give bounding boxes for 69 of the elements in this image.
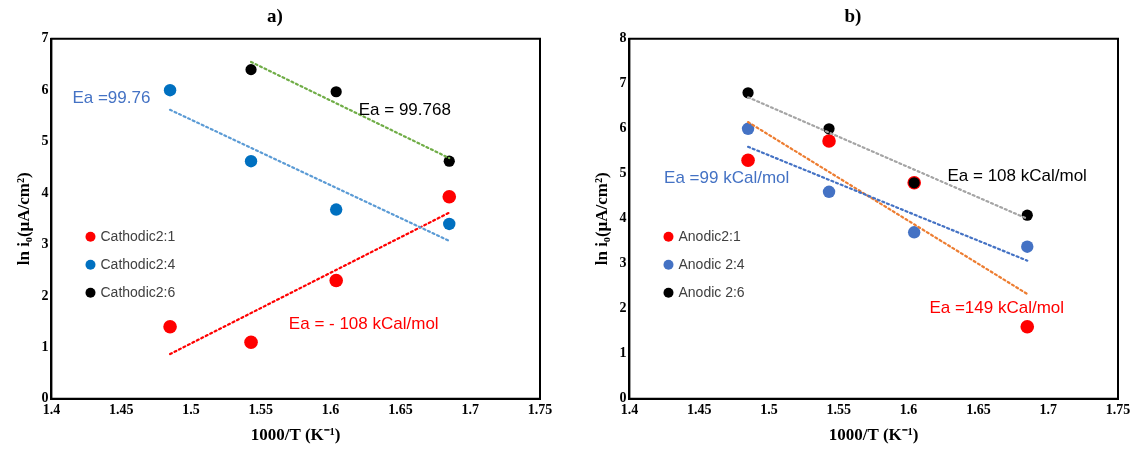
- point: [443, 155, 455, 167]
- y-tick-label: 6: [41, 81, 49, 97]
- legend-label: Cathodic2:6: [100, 283, 176, 300]
- point: [442, 189, 457, 204]
- chart-title: a): [267, 5, 283, 28]
- point: [163, 84, 177, 97]
- point: [329, 203, 343, 216]
- x-tick-label: 1.65: [388, 401, 413, 417]
- y-tick-label: 4: [619, 210, 627, 226]
- annotation: Ea =99 kCal/mol: [664, 167, 790, 187]
- y-tick-label: 8: [619, 30, 627, 46]
- y-tick-label: 6: [619, 120, 627, 136]
- point: [822, 185, 836, 198]
- y-tick-label: 3: [619, 255, 627, 271]
- legend-label: Cathodic2:1: [100, 227, 176, 244]
- y-tick-label: 2: [619, 300, 627, 316]
- annotation: Ea =99.76: [72, 87, 151, 107]
- x-tick-label: 1.6: [899, 401, 918, 417]
- x-tick-label: 1.75: [527, 401, 553, 417]
- y-tick-label: 1: [619, 345, 627, 361]
- y-tick-label: 7: [619, 75, 627, 91]
- x-tick-label: 1.5: [182, 401, 200, 417]
- y-tick-label: 3: [41, 236, 49, 252]
- annotation: Ea = 99.768: [358, 100, 451, 120]
- x-tick-label: 1.45: [108, 401, 134, 417]
- y-tick-label: 7: [41, 30, 49, 46]
- y-axis-title: ln i₀(μA/cm²): [13, 172, 33, 266]
- point: [244, 155, 258, 168]
- x-tick-label: 1.75: [1105, 401, 1131, 417]
- annotation: Ea = 108 kCal/mol: [947, 165, 1087, 185]
- x-tick-label: 1.55: [248, 401, 274, 417]
- x-tick-label: 1.6: [321, 401, 340, 417]
- legend-label: Anodic 2:6: [678, 283, 745, 300]
- x-tick-label: 1.7: [461, 401, 479, 417]
- point: [741, 153, 755, 168]
- legend-label: Anodic 2:4: [678, 255, 745, 272]
- x-axis-title: 1000/T (K⁻¹): [250, 425, 341, 445]
- y-tick-label: 2: [41, 287, 49, 303]
- y-tick-label: 5: [619, 165, 627, 181]
- y-tick-label: 4: [41, 184, 49, 200]
- point: [443, 217, 456, 231]
- x-tick-label: 1.65: [966, 401, 991, 417]
- y-axis-title: ln i₀(μA/cm²): [591, 172, 611, 266]
- point: [907, 226, 921, 239]
- point: [330, 86, 342, 98]
- y-tick-label: 5: [41, 133, 49, 149]
- point: [741, 122, 755, 135]
- point: [329, 273, 343, 288]
- point: [1021, 240, 1034, 253]
- legend-label: Cathodic2:4: [100, 255, 176, 272]
- x-tick-label: 1.5: [760, 401, 778, 417]
- legend-label: Anodic2:1: [678, 227, 741, 244]
- chart-title: b): [844, 5, 862, 28]
- point: [1021, 209, 1033, 221]
- x-tick-label: 1.7: [1039, 401, 1057, 417]
- point: [1020, 320, 1035, 334]
- x-tick-label: 1.4: [42, 401, 61, 417]
- annotation: Ea =149 kCal/mol: [929, 298, 1065, 318]
- point: [742, 87, 754, 99]
- point: [245, 64, 257, 76]
- point: [163, 320, 177, 334]
- point: [244, 335, 258, 350]
- x-tick-label: 1.45: [686, 401, 712, 417]
- point: [822, 134, 836, 148]
- x-tick-label: 1.4: [620, 401, 639, 417]
- y-tick-label: 1: [41, 338, 49, 354]
- x-axis-title: 1000/T (K⁻¹): [828, 425, 919, 445]
- x-tick-label: 1.55: [826, 401, 852, 417]
- annotation: Ea = - 108 kCal/mol: [288, 313, 439, 333]
